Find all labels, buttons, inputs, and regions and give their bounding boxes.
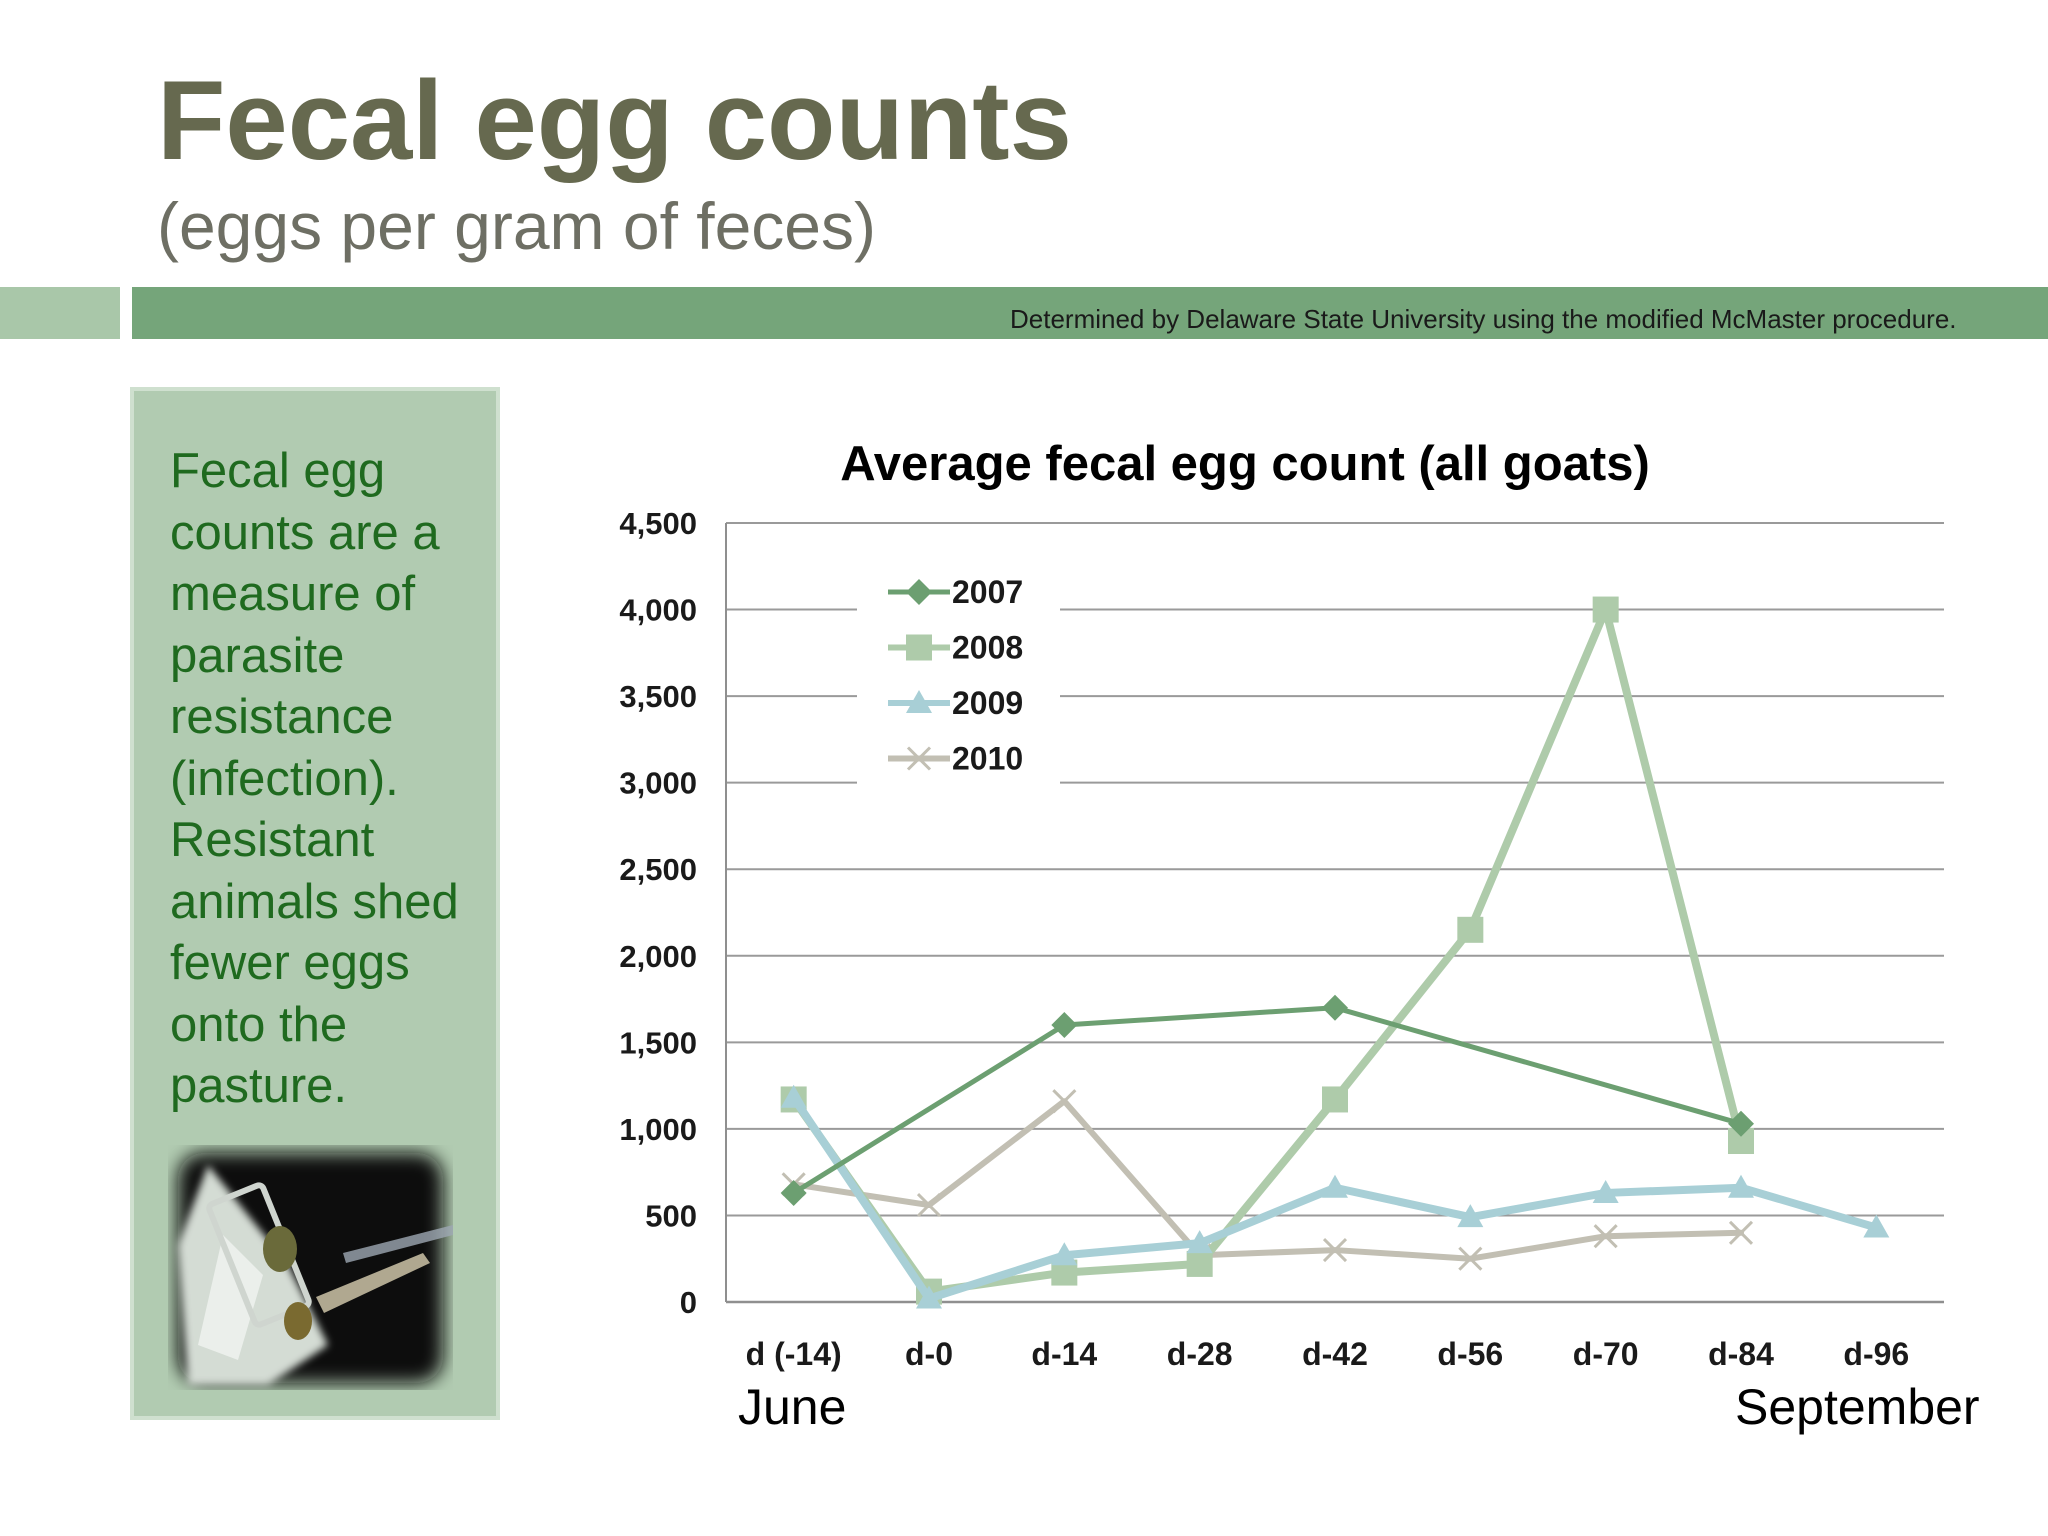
data-point-2010 bbox=[1728, 1220, 1754, 1245]
x-tick-label: d-42 bbox=[1302, 1336, 1368, 1372]
series-line-2007 bbox=[791, 1005, 1744, 1196]
data-point-2007 bbox=[1051, 1012, 1078, 1039]
y-tick-label: 2,000 bbox=[619, 939, 697, 974]
x-tick-label: d-70 bbox=[1573, 1336, 1639, 1372]
y-tick-label: 0 bbox=[680, 1285, 697, 1320]
data-point-2008 bbox=[1592, 596, 1619, 623]
legend-background bbox=[857, 565, 1060, 785]
data-point-2008 bbox=[1186, 1250, 1213, 1277]
data-point-2007 bbox=[780, 1179, 807, 1206]
legend-label: 2009 bbox=[952, 685, 1023, 721]
series-line-2009 bbox=[789, 1093, 1881, 1303]
x-tick-label: d-96 bbox=[1843, 1336, 1909, 1372]
y-tick-label: 500 bbox=[645, 1198, 697, 1233]
data-point-2009 bbox=[1051, 1242, 1078, 1266]
legend-label: 2008 bbox=[952, 630, 1023, 666]
legend-label: 2010 bbox=[952, 741, 1023, 777]
legend-marker bbox=[906, 634, 932, 661]
chart-title: Average fecal egg count (all goats) bbox=[840, 437, 1650, 491]
x-tick-label: d-28 bbox=[1167, 1336, 1233, 1372]
month-label-start: June bbox=[738, 1379, 847, 1435]
y-tick-label: 4,500 bbox=[619, 506, 697, 541]
data-point-2009 bbox=[780, 1084, 807, 1108]
legend-item-2008: 2008 bbox=[888, 630, 1023, 666]
legend-marker bbox=[906, 579, 932, 605]
lab-photo bbox=[178, 1153, 453, 1385]
series-2009 bbox=[780, 1084, 1890, 1309]
legend-item-2010: 2010 bbox=[888, 741, 1023, 777]
legend-marker bbox=[906, 746, 932, 771]
side-panel-text: Fecal egg counts are a measure of parasi… bbox=[170, 444, 459, 1113]
data-point-2009 bbox=[1186, 1230, 1213, 1254]
slide-subtitle: (eggs per gram of feces) bbox=[157, 189, 876, 263]
data-point-2009 bbox=[1457, 1204, 1484, 1228]
legend-item-2007: 2007 bbox=[888, 574, 1023, 610]
y-tick-label: 3,500 bbox=[619, 679, 697, 714]
legend-marker bbox=[906, 690, 932, 713]
legend-label: 2007 bbox=[952, 574, 1023, 610]
x-tick-label: d-0 bbox=[905, 1336, 953, 1372]
y-tick-label: 1,500 bbox=[619, 1025, 697, 1060]
decorative-band-left bbox=[0, 287, 120, 339]
y-tick-label: 1,000 bbox=[619, 1112, 697, 1147]
y-tick-label: 4,000 bbox=[619, 593, 697, 628]
series-2007 bbox=[780, 994, 1754, 1206]
data-point-2009 bbox=[1322, 1174, 1348, 1198]
data-point-2010 bbox=[1052, 1089, 1077, 1114]
x-tick-label: d (-14) bbox=[746, 1336, 842, 1372]
data-point-2010 bbox=[916, 1192, 942, 1218]
data-point-2007 bbox=[1322, 994, 1348, 1021]
slide-title: Fecal egg counts bbox=[157, 58, 1072, 183]
data-point-2009 bbox=[916, 1285, 942, 1309]
side-panel: Fecal egg counts are a measure of parasi… bbox=[130, 387, 500, 1420]
data-point-2007 bbox=[1728, 1110, 1754, 1137]
source-note: Determined by Delaware State University … bbox=[1010, 304, 1957, 334]
data-point-2010 bbox=[1322, 1238, 1348, 1263]
x-tick-label: d-84 bbox=[1708, 1336, 1774, 1372]
series-line-2010 bbox=[790, 1098, 1744, 1262]
y-tick-label: 2,500 bbox=[619, 852, 697, 887]
data-point-2008 bbox=[1322, 1086, 1348, 1113]
data-point-2010 bbox=[1458, 1246, 1483, 1271]
data-point-2009 bbox=[1592, 1179, 1619, 1203]
month-label-end: September bbox=[1735, 1379, 1980, 1435]
y-tick-label: 3,000 bbox=[619, 766, 697, 801]
x-tick-label: d-14 bbox=[1031, 1336, 1097, 1372]
legend-item-2009: 2009 bbox=[888, 685, 1023, 721]
data-point-2009 bbox=[1728, 1174, 1754, 1198]
data-point-2008 bbox=[1457, 916, 1484, 943]
data-point-2010 bbox=[1593, 1224, 1618, 1249]
data-point-2009 bbox=[1863, 1214, 1890, 1238]
x-tick-label: d-56 bbox=[1437, 1336, 1503, 1372]
decorative-band bbox=[132, 287, 2048, 339]
